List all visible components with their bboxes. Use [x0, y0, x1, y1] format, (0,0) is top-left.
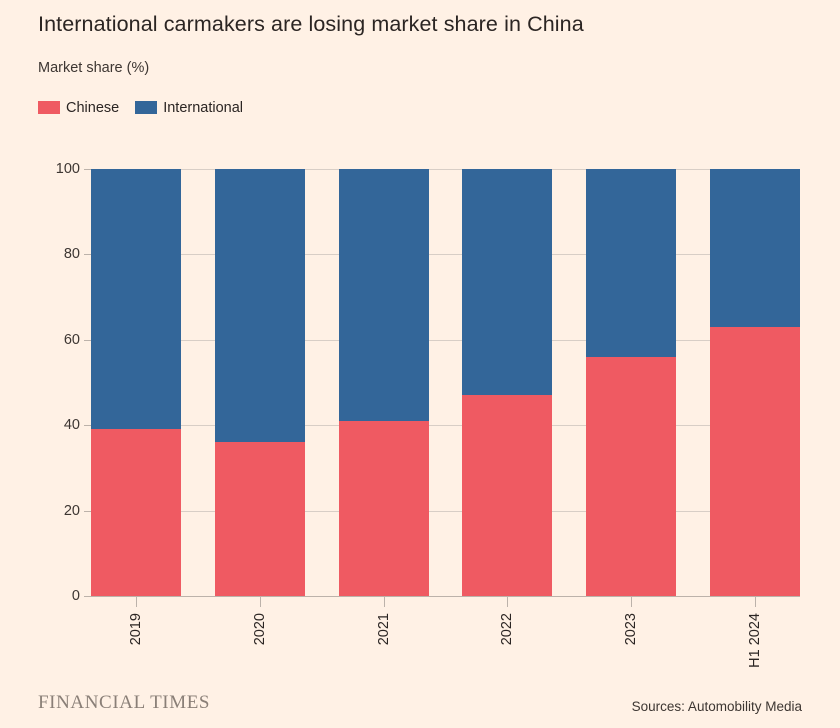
bar-group[interactable]: H1 2024 — [710, 169, 800, 668]
bar-segment-chinese[interactable] — [339, 420, 429, 596]
legend-swatch-icon-chinese — [38, 101, 60, 115]
bar-group[interactable]: 2023 — [586, 169, 676, 645]
y-axis-label-20: 20 — [63, 502, 80, 519]
chart-footer: FINANCIAL TIMES Sources: Automobility Me… — [0, 692, 840, 714]
x-axis-label: 2022 — [499, 613, 515, 646]
bar-segment-chinese[interactable] — [586, 356, 676, 596]
bar-group[interactable]: 2021 — [339, 169, 429, 645]
legend-swatch-icon-international — [135, 101, 158, 115]
x-axis-tick — [384, 596, 385, 607]
chart-header: International carmakers are losing marke… — [0, 0, 840, 116]
source-note: Sources: Automobility Media — [631, 699, 802, 714]
x-axis-tick — [136, 596, 137, 607]
x-axis-label: 2021 — [376, 613, 392, 646]
bar-segment-chinese[interactable] — [462, 395, 552, 596]
bar-segment-chinese[interactable] — [91, 429, 181, 596]
gridline-100 — [91, 169, 800, 170]
bar-segment-international[interactable] — [462, 169, 552, 396]
bar-segment-international[interactable] — [710, 169, 800, 327]
bar-segment-international[interactable] — [91, 169, 181, 430]
x-axis-tick — [631, 596, 632, 607]
y-axis-tick-40 — [84, 425, 91, 427]
y-axis-tick-100 — [84, 169, 91, 170]
y-axis-label-100: 100 — [55, 161, 80, 177]
gridline-80 — [91, 254, 800, 256]
y-axis-label-40: 40 — [63, 417, 80, 434]
bar-segment-chinese[interactable] — [710, 327, 800, 596]
x-axis-tick — [755, 596, 756, 607]
bar-segment-international[interactable] — [586, 169, 676, 357]
bar-segment-international[interactable] — [339, 169, 429, 421]
y-axis-tick-80 — [84, 254, 91, 256]
x-axis-tick — [507, 596, 508, 607]
legend-item-international[interactable]: International — [135, 100, 243, 116]
y-axis-label-80: 80 — [63, 246, 80, 263]
bar-group[interactable]: 2020 — [215, 169, 305, 645]
x-axis-label: 2023 — [623, 613, 639, 646]
bar-segment-chinese[interactable] — [215, 442, 305, 596]
bar-series-container: 2019 2020 2021 2022 2023 H1 2024 — [91, 169, 800, 668]
x-axis-label: 2019 — [128, 613, 144, 646]
x-axis-label: H1 2024 — [747, 613, 763, 668]
financial-times-logo: FINANCIAL TIMES — [38, 692, 211, 713]
chart-title: International carmakers are losing marke… — [38, 12, 584, 36]
bar-group[interactable]: 2022 — [462, 169, 552, 645]
legend-label-chinese: Chinese — [66, 99, 120, 116]
y-axis-tick-0 — [84, 596, 91, 597]
y-axis-label-60: 60 — [63, 331, 80, 348]
y-axis-tick-60 — [84, 339, 91, 341]
x-axis-label: 2020 — [252, 613, 268, 646]
bar-group[interactable]: 2019 — [91, 169, 181, 645]
gridline-0 — [91, 596, 800, 597]
x-axis-tick — [260, 596, 261, 607]
chart-plot-area: 0 20 40 60 80 100 2019 2020 2021 2022 2023 H1 2024 — [56, 161, 800, 668]
gridline-40 — [91, 425, 800, 427]
y-axis-label-0: 0 — [71, 588, 80, 604]
y-axis-tick-20 — [84, 510, 91, 512]
gridline-20 — [91, 510, 800, 512]
chart-subtitle: Market share (%) — [38, 59, 150, 76]
chart-legend: Chinese International — [38, 100, 840, 116]
bar-segment-international[interactable] — [215, 169, 305, 443]
legend-label-international: International — [163, 99, 244, 116]
gridline-60 — [91, 339, 800, 341]
legend-item-chinese[interactable]: Chinese — [38, 100, 119, 116]
